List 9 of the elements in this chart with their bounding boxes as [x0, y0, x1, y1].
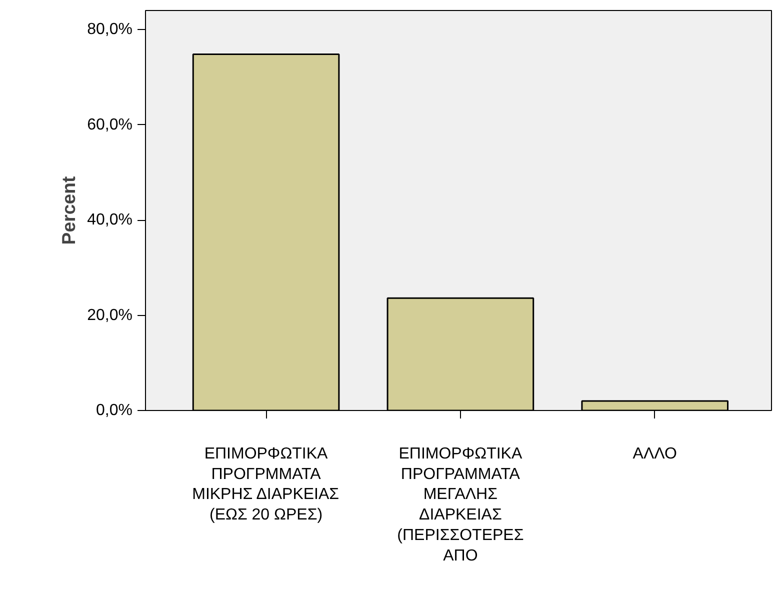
- y-tick-label: 40,0%: [87, 212, 133, 229]
- y-tick-label: 80,0%: [87, 21, 133, 38]
- y-tick-label: 60,0%: [87, 116, 133, 134]
- x-tick-label: ΑΛΛΟ: [632, 445, 677, 462]
- y-axis-title: Percent: [58, 176, 80, 245]
- y-tick-label: 0,0%: [96, 402, 132, 419]
- x-tick-label: ΕΠΙΜΟΡΦΩΤΙΚΑ ΠΡΟΓΡΑΜΜΑΤΑ ΜΕΓΑΛΗΣ ΔΙΑΡΚΕΙΑΣ (ΠΕΡΙΣΣΟΤΕΡΕΣ ΑΠΟ: [397, 445, 524, 564]
- x-tick-label: ΕΠΙΜΟΡΦΩΤΙΚΑ ΠΡΟΓΡΜΜΑΤΑ ΜΙΚΡΗΣ ΔΙΑΡΚΕΙΑΣ (ΕΩΣ 20 ΩΡΕΣ): [192, 445, 340, 524]
- y-tick-label: 20,0%: [87, 306, 133, 324]
